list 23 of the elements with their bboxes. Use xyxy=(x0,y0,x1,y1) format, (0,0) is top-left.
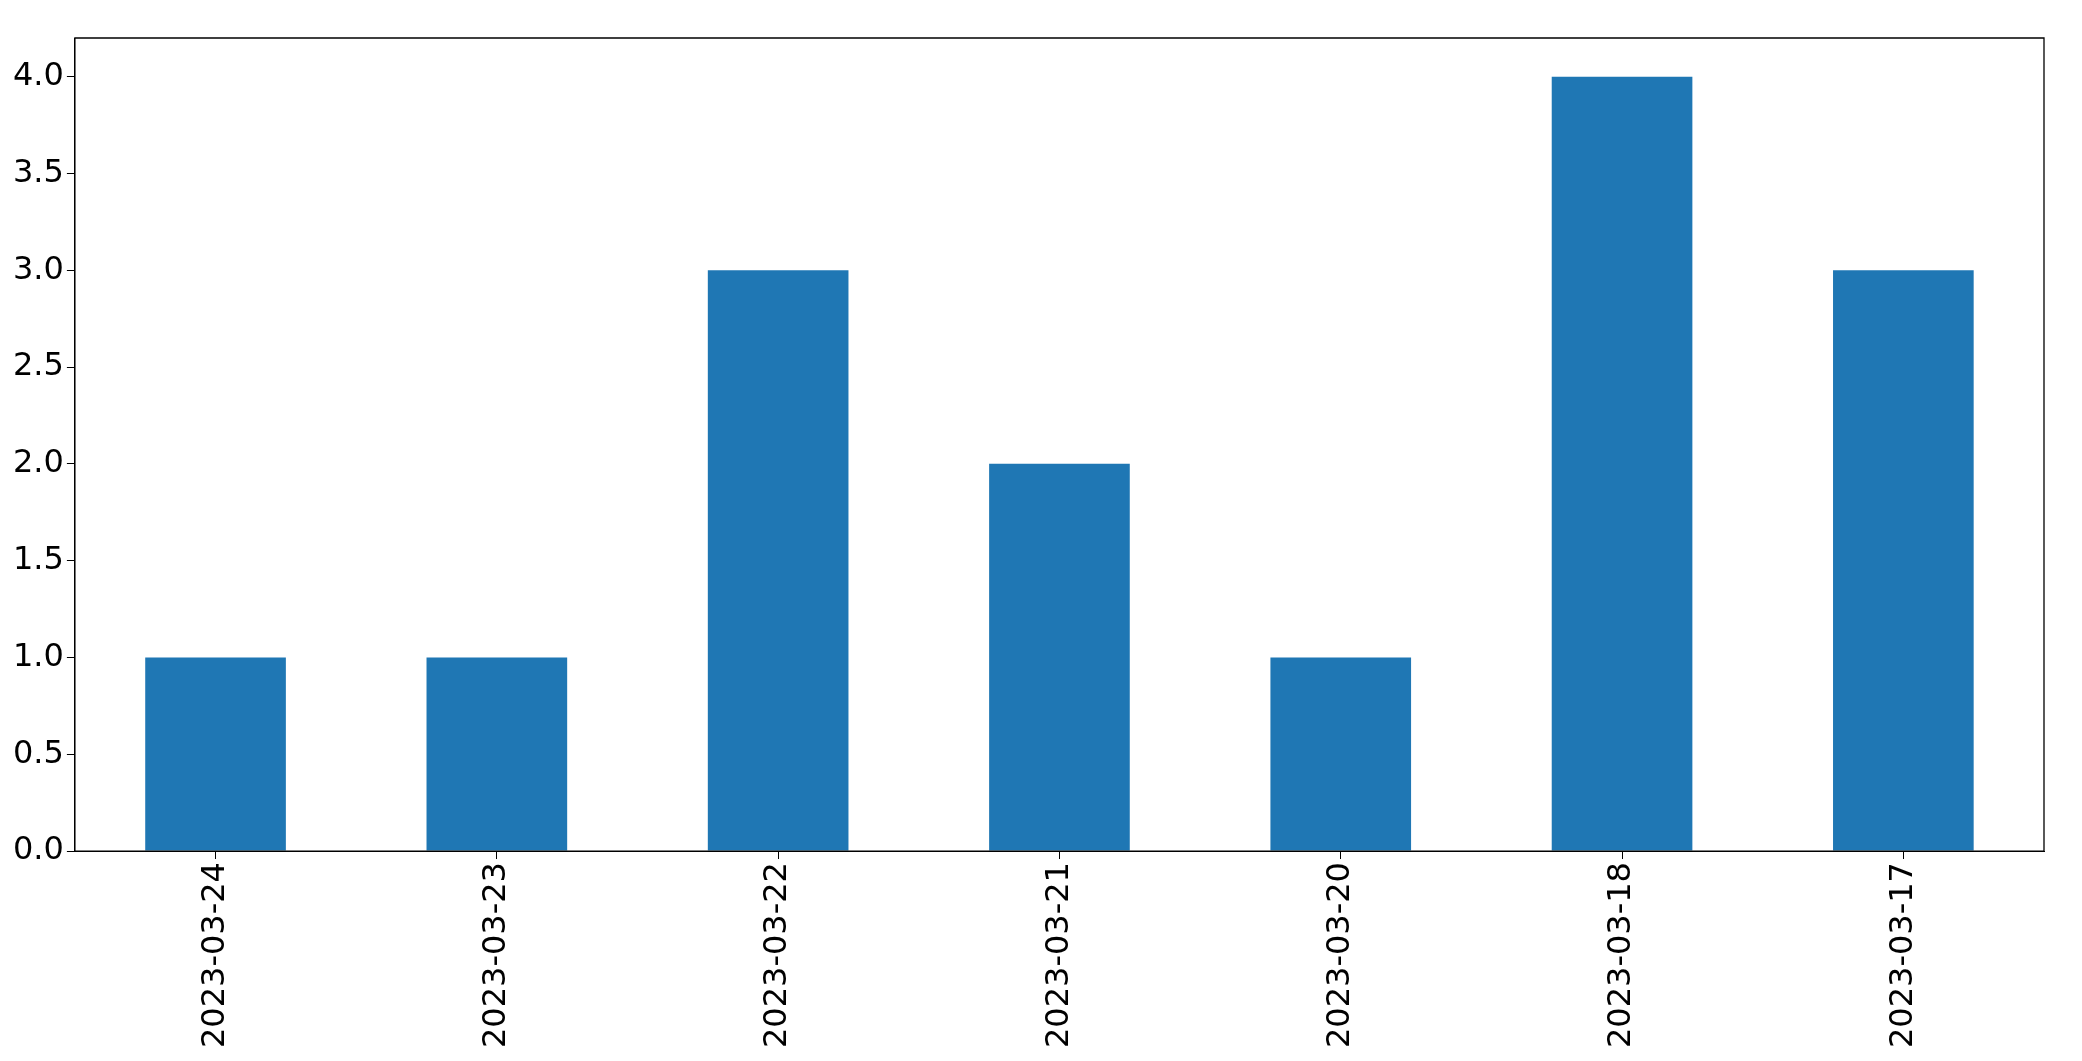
y-tick-label: 3.0 xyxy=(13,248,64,287)
bar xyxy=(1833,270,1974,851)
bar xyxy=(145,657,286,851)
y-tick-label: 3.5 xyxy=(13,151,64,190)
x-tick-label: 2023-03-20 xyxy=(1319,862,1358,1048)
bar xyxy=(707,270,849,851)
bar xyxy=(1270,657,1412,851)
y-tick-label: 0.0 xyxy=(13,829,64,868)
bar xyxy=(1551,76,1693,851)
x-tick-label: 2023-03-23 xyxy=(475,862,514,1048)
x-tick-label: 2023-03-18 xyxy=(1600,862,1639,1048)
y-tick-label: 1.0 xyxy=(13,635,64,674)
bar xyxy=(426,657,568,851)
bar xyxy=(989,463,1130,851)
y-tick-label: 4.0 xyxy=(13,55,64,94)
y-tick-label: 1.5 xyxy=(13,538,64,577)
x-tick-label: 2023-03-22 xyxy=(756,862,795,1048)
y-tick-label: 2.5 xyxy=(13,345,64,384)
x-tick-label: 2023-03-21 xyxy=(1037,862,1076,1048)
y-tick-label: 2.0 xyxy=(13,442,64,481)
x-tick-label: 2023-03-24 xyxy=(193,862,232,1048)
y-tick-label: 0.5 xyxy=(13,732,64,771)
x-tick-label: 2023-03-17 xyxy=(1881,862,1920,1048)
